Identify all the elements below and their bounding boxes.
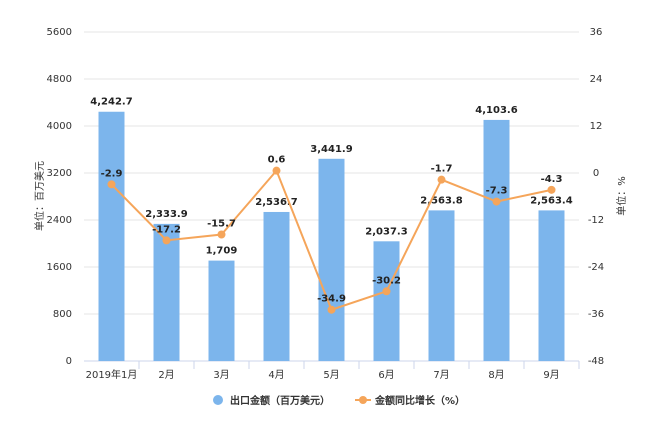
bar [483, 119, 510, 361]
bar-value-label: 2,037.3 [365, 226, 407, 237]
line-marker [327, 305, 336, 314]
x-tick-label: 2019年1月 [86, 368, 138, 381]
y-tick-label: 5600 [47, 27, 72, 38]
y2-tick-label: 0 [593, 168, 599, 179]
line-value-label: -15.7 [207, 218, 236, 229]
legend-swatch [359, 396, 367, 404]
bar [538, 210, 565, 361]
line-value-label: 0.6 [268, 155, 286, 166]
bar-value-label: 2,563.4 [530, 195, 572, 206]
bar-value-label: 2,536.7 [255, 197, 297, 208]
bar-value-label: 2,333.9 [145, 209, 187, 220]
line-marker [382, 287, 391, 296]
y-tick-label: 800 [53, 309, 72, 320]
x-tick-label: 2月 [158, 369, 174, 381]
x-tick-label: 7月 [433, 369, 449, 381]
y2-tick-label: 12 [590, 121, 603, 132]
bar [428, 210, 455, 361]
legend-swatch [213, 395, 223, 405]
bar-value-label: 1,709 [206, 246, 238, 257]
bar [153, 223, 180, 361]
line-value-label: -2.9 [101, 168, 123, 179]
line-marker [272, 166, 281, 175]
y-tick-label: 4000 [47, 121, 72, 132]
legend-label: 金额同比增长（%） [374, 394, 465, 407]
bar-value-label: 3,441.9 [310, 144, 352, 155]
x-tick-label: 4月 [268, 369, 284, 381]
line-marker [547, 185, 556, 194]
y2-tick-label: -48 [588, 356, 604, 367]
bar [373, 241, 400, 361]
line-marker [162, 236, 171, 245]
line-marker [492, 197, 501, 206]
bar [98, 111, 125, 361]
x-tick-label: 3月 [213, 369, 229, 381]
bar [263, 211, 290, 361]
line-marker [107, 180, 116, 189]
x-tick-label: 5月 [323, 369, 339, 381]
y-axis-label: 单位：百万美元 [33, 161, 46, 231]
x-tick-label: 8月 [488, 369, 504, 381]
x-tick-label: 6月 [378, 369, 394, 381]
bar [318, 158, 345, 361]
line-value-label: -1.7 [431, 164, 453, 175]
y-tick-label: 4800 [47, 74, 72, 85]
y2-tick-label: -36 [588, 309, 604, 320]
y-tick-label: 3200 [47, 168, 72, 179]
bar-value-label: 4,242.7 [90, 97, 132, 108]
line-marker [217, 230, 226, 239]
line-value-label: -30.2 [372, 275, 401, 286]
y2-tick-label: 36 [590, 27, 603, 38]
bar-value-label: 4,103.6 [475, 105, 517, 116]
y-tick-label: 1600 [47, 262, 72, 273]
y2-tick-label: -12 [588, 215, 604, 226]
line-value-label: -34.9 [317, 294, 346, 305]
line-value-label: -17.2 [152, 224, 181, 235]
bar-value-label: 2,563.8 [420, 195, 462, 206]
y2-tick-label: -24 [588, 262, 604, 273]
x-tick-label: 9月 [543, 369, 559, 381]
legend-label: 出口金额（百万美元） [230, 394, 330, 407]
y-tick-label: 0 [66, 356, 72, 367]
line-marker [437, 175, 446, 184]
line-value-label: -7.3 [486, 186, 508, 197]
y2-axis-label: 单位：% [615, 176, 628, 216]
y-tick-label: 2400 [47, 215, 72, 226]
y2-tick-label: 24 [590, 74, 603, 85]
line-value-label: -4.3 [541, 174, 563, 185]
bar [208, 260, 235, 361]
